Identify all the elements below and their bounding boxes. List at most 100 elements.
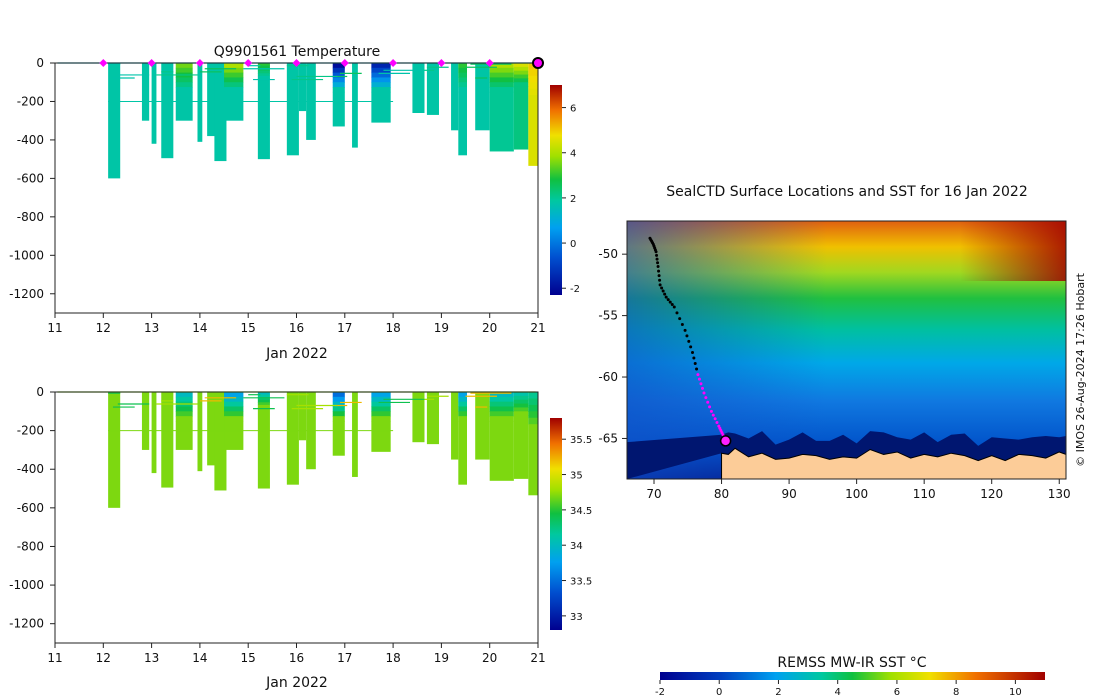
track-point <box>695 367 699 371</box>
profile-mixed-layer <box>513 70 529 76</box>
profile-deep-layer <box>175 420 193 450</box>
profile-mixed-layer <box>332 411 345 417</box>
profile-mixed-layer <box>371 406 391 412</box>
profile-mixed-layer <box>489 396 514 403</box>
profile-mixed-layer <box>257 397 270 401</box>
profile-mixed-layer <box>371 82 391 88</box>
profile-23 <box>528 392 538 496</box>
surfacing-markers <box>99 57 544 69</box>
salinity-profiles <box>57 391 538 508</box>
temperature-x-ticks: 11 12 13 14 15 16 17 18 19 20 21 <box>47 313 546 335</box>
profile-deep-layer <box>151 392 157 474</box>
profile-mixed-layer <box>371 87 391 93</box>
colorbar-tick-label: 4 <box>570 149 576 160</box>
track-point <box>702 391 706 395</box>
track-point <box>668 300 672 304</box>
y-tick-label: 0 <box>36 56 44 70</box>
colorbar-tick-label: 34 <box>570 541 583 552</box>
profile-mixed-layer <box>257 65 270 69</box>
profile-mixed-layer <box>458 392 467 398</box>
y-tick-label: -1200 <box>9 287 44 301</box>
lon-tick-label: 130 <box>1048 487 1071 501</box>
track-point <box>660 286 664 290</box>
profile-7 <box>214 392 227 491</box>
track-point <box>680 323 684 327</box>
profile-mixed-layer <box>371 67 391 74</box>
profile-mixed-layer <box>332 77 345 83</box>
profile-21 <box>489 392 514 481</box>
profile-mixed-layer <box>458 82 467 88</box>
track-point <box>709 409 713 413</box>
surfacing-marker <box>195 59 204 67</box>
track-point <box>655 253 659 257</box>
colorbar-tick-label: -2 <box>570 284 580 295</box>
antarctic-land <box>721 447 1066 479</box>
profile-deep-layer <box>298 63 307 112</box>
profile-mixed-layer <box>528 404 538 412</box>
imos-credit: © IMOS 26-Aug-2024 17:26 Hobart <box>1074 272 1087 466</box>
profile-deep-layer <box>475 392 490 460</box>
track-point <box>692 356 696 360</box>
profile-mixed-layer <box>175 392 193 398</box>
profile-deep-layer <box>412 392 425 443</box>
lat-tick-label: -55 <box>598 309 618 323</box>
track-point <box>657 274 661 278</box>
track-point <box>664 295 668 299</box>
profile-deep-layer <box>489 91 514 152</box>
profile-2 <box>151 392 157 474</box>
profile-mixed-layer <box>528 82 538 90</box>
profile-mixed-layer <box>257 394 270 398</box>
profile-deep-layer <box>141 63 150 121</box>
profile-mixed-layer <box>458 401 467 407</box>
profile-mixed-layer <box>458 416 467 422</box>
profile-3 <box>161 63 174 159</box>
profile-8 <box>224 63 244 121</box>
lat-tick-label: -60 <box>598 370 618 384</box>
x-tick-label: 20 <box>482 651 497 665</box>
profile-deep-layer <box>426 392 439 445</box>
current-position-marker <box>719 435 732 447</box>
track-point <box>685 334 689 338</box>
x-tick-label: 16 <box>289 651 304 665</box>
map-longitude-ticks: 70 80 90 100 110 120 130 <box>646 479 1071 501</box>
profile-mixed-layer <box>257 68 270 72</box>
profile-mixed-layer <box>224 401 244 407</box>
surfacing-marker <box>244 59 253 67</box>
sst-colorbar-tick-label: 10 <box>1009 687 1022 698</box>
profile-mixed-layer <box>489 72 514 78</box>
temperature-title: Q9901561 Temperature <box>214 44 381 60</box>
profile-deep-layer <box>489 420 514 481</box>
profile-mixed-layer <box>528 392 538 399</box>
profile-19 <box>458 392 467 485</box>
x-tick-label: 11 <box>47 321 62 335</box>
profile-mixed-layer <box>332 87 345 93</box>
x-tick-label: 12 <box>96 651 111 665</box>
profile-mixed-layer <box>257 73 270 77</box>
profile-10 <box>286 392 299 485</box>
profile-5 <box>197 63 203 142</box>
profile-deep-layer <box>175 91 193 121</box>
lon-tick-label: 70 <box>646 487 661 501</box>
profile-mixed-layer <box>224 392 244 398</box>
profile-22 <box>513 392 529 479</box>
profile-20 <box>475 63 490 131</box>
track-point <box>656 264 660 268</box>
profile-mixed-layer <box>458 63 467 69</box>
profile-mixed-layer <box>458 406 467 412</box>
profile-mixed-layer <box>489 77 514 83</box>
profile-mixed-layer <box>257 75 270 79</box>
profile-deep-layer <box>528 430 538 496</box>
track-point <box>689 345 693 349</box>
profile-deep-layer <box>458 420 467 485</box>
profile-1 <box>141 63 150 121</box>
track-point <box>711 413 715 417</box>
profile-1 <box>141 392 150 450</box>
x-tick-label: 11 <box>47 651 62 665</box>
profile-deep-layer <box>286 392 299 485</box>
profile-mixed-layer <box>458 411 467 417</box>
x-tick-label: 12 <box>96 321 111 335</box>
profile-deep-layer <box>214 392 227 491</box>
surfacing-marker <box>147 59 156 67</box>
profile-mixed-layer <box>371 392 391 398</box>
